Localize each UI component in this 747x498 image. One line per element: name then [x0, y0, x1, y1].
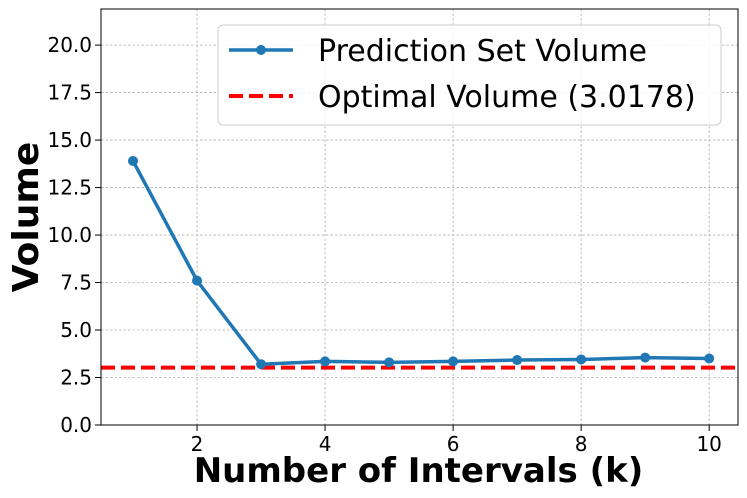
- data-point: [320, 356, 331, 367]
- x-tick-label: 2: [191, 432, 204, 456]
- data-point: [704, 353, 715, 364]
- series-line: [131, 160, 710, 366]
- y-tick-label: 5.0: [60, 318, 92, 342]
- data-point: [576, 354, 587, 365]
- data-point: [512, 355, 523, 366]
- legend-series-marker: [256, 45, 266, 55]
- x-tick-label: 6: [447, 432, 460, 456]
- data-point: [448, 356, 459, 367]
- data-point: [192, 275, 203, 286]
- legend-label: Prediction Set Volume: [318, 34, 647, 69]
- x-tick-label: 4: [319, 432, 332, 456]
- x-tick-label: 10: [696, 432, 721, 456]
- x-axis-title: Number of Intervals (k): [194, 451, 644, 491]
- y-tick-label: 15.0: [47, 128, 92, 152]
- data-point: [256, 359, 267, 370]
- y-tick-label: 0.0: [60, 413, 92, 437]
- y-tick-label: 20.0: [47, 33, 92, 57]
- data-series: [128, 155, 715, 370]
- data-point: [128, 155, 139, 166]
- y-axis-title: Volume: [6, 142, 47, 293]
- plot-area-frame: [100, 8, 739, 426]
- y-tick-label: 2.5: [60, 366, 92, 390]
- x-axis-ticks: 2 4 6 8 10: [191, 425, 722, 456]
- legend: Prediction Set Volume Optimal Volume (3.0…: [217, 24, 722, 126]
- y-tick-label: 17.5: [47, 81, 92, 105]
- data-point: [640, 352, 651, 363]
- y-axis-ticks: 0.0 2.5 5.0 7.5 10.0 12.5 15.0 17.5 20.0: [47, 33, 101, 437]
- data-point: [384, 357, 395, 368]
- legend-label: Optimal Volume (3.0178): [318, 80, 696, 115]
- y-tick-label: 12.5: [47, 176, 92, 200]
- legend-box: [217, 24, 722, 126]
- y-tick-label: 10.0: [47, 223, 92, 247]
- x-tick-label: 8: [575, 432, 588, 456]
- y-tick-label: 7.5: [60, 271, 92, 295]
